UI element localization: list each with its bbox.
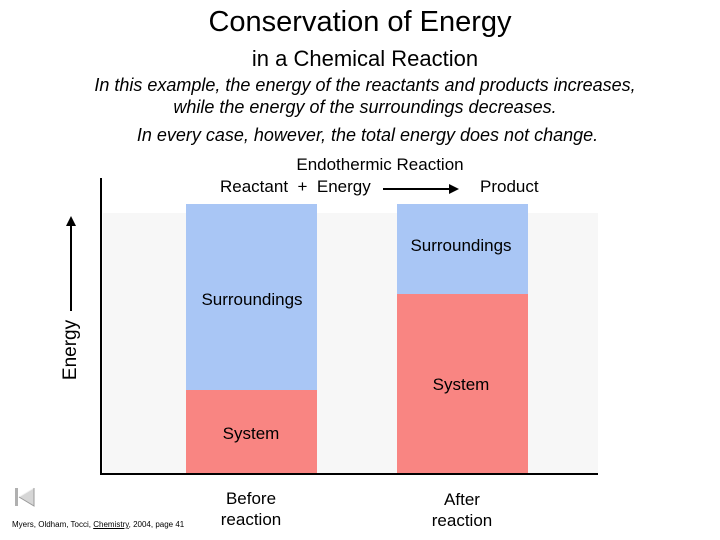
before-surroundings-segment: [186, 204, 317, 390]
before-label-line-1: Before: [225, 489, 277, 508]
after-system-segment: [397, 294, 528, 473]
y-axis-line: [100, 178, 102, 475]
before-label-line-2: reaction: [220, 510, 282, 529]
reaction-reactants: Reactant + Energy: [220, 177, 371, 196]
citation-authors: Myers, Oldham, Tocci,: [12, 520, 94, 529]
reaction-product: Product: [480, 177, 539, 196]
after-label-line-1: After: [444, 490, 480, 509]
after-system-label: System: [432, 375, 490, 394]
after-reaction-label: After reaction: [402, 489, 522, 531]
energy-arrow-head-icon: [66, 216, 76, 226]
before-system-segment: [186, 390, 317, 473]
after-surroundings-label: Surroundings: [410, 236, 512, 255]
description-line-1: In this example, the energy of the react…: [94, 75, 636, 95]
after-surroundings-segment: [397, 204, 528, 294]
reaction-arrow: [383, 188, 451, 190]
after-label-line-2: reaction: [431, 511, 493, 530]
page-subtitle: in a Chemical Reaction: [251, 46, 479, 71]
citation: Myers, Oldham, Tocci, Chemistry, 2004, p…: [12, 520, 184, 529]
y-axis-label: Energy: [60, 319, 81, 381]
before-system-label: System: [222, 424, 280, 443]
energy-arrow: [70, 225, 72, 311]
before-reaction-label: Before reaction: [191, 488, 311, 530]
description: In this example, the energy of the react…: [0, 74, 720, 118]
reaction-arrow-head-icon: [449, 184, 459, 194]
page-title: Conservation of Energy: [208, 6, 512, 38]
citation-book-title: Chemistry: [93, 520, 129, 529]
first-slide-icon[interactable]: [14, 487, 36, 507]
before-surroundings-label: Surroundings: [201, 290, 303, 309]
description-line-2: while the energy of the surroundings dec…: [173, 97, 557, 117]
citation-details: , 2004, page 41: [128, 520, 185, 529]
reaction-title: Endothermic Reaction: [296, 155, 464, 174]
x-axis-line: [100, 473, 598, 475]
conservation-note: In every case, however, the total energy…: [136, 125, 599, 145]
